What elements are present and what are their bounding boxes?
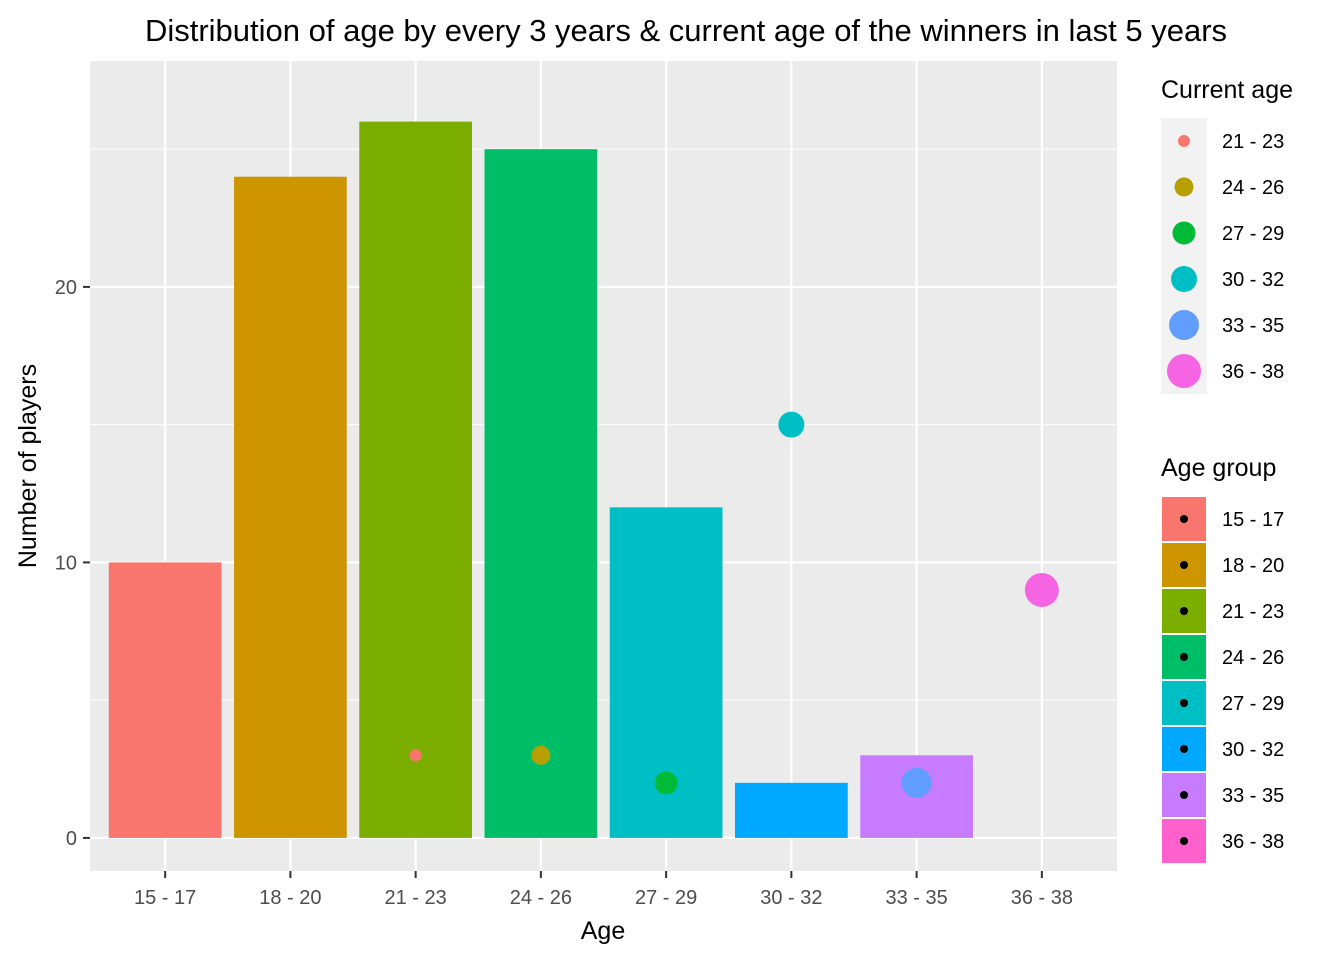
legend-label: 33 - 35 [1222, 785, 1284, 807]
x-tick-label: 27 - 29 [635, 887, 697, 909]
legend-dot [1180, 791, 1188, 799]
legend-label: 15 - 17 [1222, 509, 1284, 531]
legend-point [1172, 221, 1196, 245]
y-tick-label: 10 [55, 552, 77, 574]
point-36-38 [1024, 572, 1059, 607]
legend-label: 30 - 32 [1222, 269, 1284, 291]
y-axis-title: Number of players [14, 364, 42, 568]
legend-point [1171, 266, 1197, 292]
legend-label: 36 - 38 [1222, 361, 1284, 383]
x-tick-label: 36 - 38 [1011, 887, 1073, 909]
legend-dot [1180, 837, 1188, 845]
chart-title: Distribution of age by every 3 years & c… [145, 13, 1227, 48]
legend-dot [1180, 653, 1188, 661]
x-axis-title: Age [581, 917, 625, 945]
legend-dot [1180, 561, 1188, 569]
legend-point [1169, 310, 1199, 340]
legend-point [1174, 177, 1194, 197]
x-tick-label: 33 - 35 [885, 887, 947, 909]
legend-point [1167, 354, 1201, 388]
legend-label: 30 - 32 [1222, 739, 1284, 761]
bar-30-32 [735, 782, 848, 838]
bar-18-20 [234, 176, 347, 838]
point-30-32 [778, 411, 805, 438]
legend-label: 33 - 35 [1222, 315, 1284, 337]
legend-dot [1180, 745, 1188, 753]
points [409, 411, 1059, 798]
y-tick-label: 0 [66, 828, 77, 850]
legend-title: Current age [1161, 76, 1293, 104]
x-axis: 15 - 17 18 - 20 21 - 23 24 - 26 27 - 29 30 - … [134, 871, 1073, 909]
legend-label: 21 - 23 [1222, 601, 1284, 623]
legend-label: 21 - 23 [1222, 131, 1284, 153]
point-33-35 [901, 767, 932, 798]
bars [108, 121, 973, 838]
legend-dot [1180, 607, 1188, 615]
bar-15-17 [108, 562, 222, 838]
legend-label: 24 - 26 [1222, 647, 1284, 669]
legend-dot [1180, 515, 1188, 523]
point-24-26 [531, 745, 551, 765]
bar-24-26 [484, 149, 598, 838]
legend-label: 27 - 29 [1222, 223, 1284, 245]
x-tick-label: 30 - 32 [760, 887, 822, 909]
legend-label: 24 - 26 [1222, 177, 1284, 199]
legend-label: 18 - 20 [1222, 555, 1284, 577]
point-27-29 [654, 771, 678, 795]
y-axis: 0 10 20 [55, 277, 90, 850]
x-tick-label: 15 - 17 [134, 887, 196, 909]
x-tick-label: 24 - 26 [510, 887, 572, 909]
bar-21-23 [359, 121, 472, 838]
x-tick-label: 21 - 23 [385, 887, 447, 909]
legend-point [1178, 135, 1190, 147]
legend-label: 36 - 38 [1222, 831, 1284, 853]
legend-dot [1180, 699, 1188, 707]
x-tick-label: 18 - 20 [259, 887, 321, 909]
legend-title: Age group [1161, 454, 1276, 482]
legend-label: 27 - 29 [1222, 693, 1284, 715]
point-21-23 [409, 749, 422, 762]
y-tick-label: 20 [55, 277, 77, 299]
legends: Current age 21 - 23 24 - 26 27 - 29 30 - 32 3… [1161, 76, 1293, 863]
